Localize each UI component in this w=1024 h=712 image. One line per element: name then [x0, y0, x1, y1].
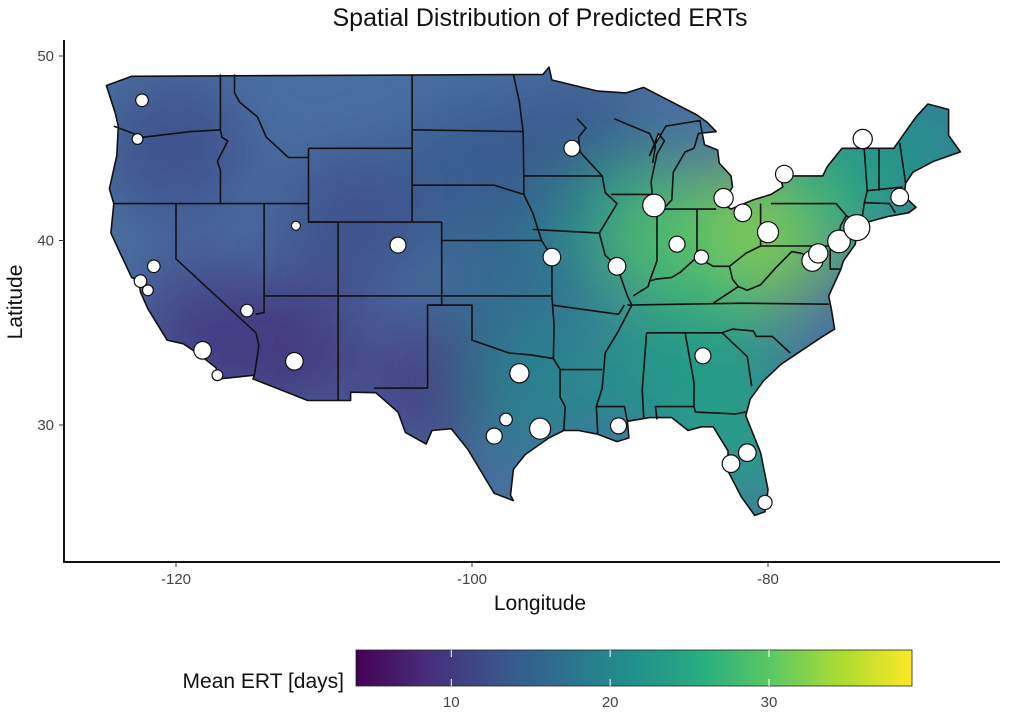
city-point: [528, 417, 552, 440]
x-tick-label: -80: [757, 571, 779, 588]
state-boundary: [412, 129, 524, 133]
state-boundary: [693, 406, 746, 415]
state-boundary: [596, 405, 629, 422]
state-boundary: [175, 203, 260, 376]
city-point: [843, 214, 871, 242]
city-point: [290, 220, 301, 231]
state-boundary: [649, 209, 698, 282]
city-point: [563, 139, 581, 157]
state-boundary: [113, 125, 221, 138]
city-point: [141, 284, 154, 297]
city-point: [542, 247, 562, 267]
city-point: [808, 243, 829, 264]
city-point: [733, 203, 753, 223]
city-point: [389, 236, 407, 254]
city-point: [193, 340, 213, 360]
state-boundary: [712, 250, 813, 304]
city-point: [713, 187, 734, 209]
state-boundary: [532, 228, 600, 234]
state-boundary: [646, 328, 791, 354]
ert-region: [461, 318, 602, 459]
city-point: [890, 187, 910, 207]
city-point: [211, 369, 224, 382]
city-point: [285, 351, 304, 371]
y-axis-title: Latitude: [4, 265, 27, 340]
city-point: [135, 93, 149, 108]
city-point: [737, 443, 757, 463]
state-boundary: [613, 117, 657, 164]
plot-axes: -120 -100 -80 30 40 50: [37, 40, 1000, 588]
colorbar-tick-label: 10: [443, 694, 460, 711]
state-boundary: [641, 332, 648, 418]
city-point: [131, 133, 144, 146]
y-tick-label: 50: [37, 48, 54, 65]
city-point: [827, 229, 851, 254]
city-point: [774, 164, 794, 184]
state-boundary: [627, 302, 829, 306]
city-point: [693, 249, 710, 265]
x-tick-label: -100: [457, 571, 487, 588]
city-point: [607, 256, 627, 276]
state-boundary: [829, 246, 841, 270]
state-boundary: [898, 142, 907, 184]
city-point: [240, 303, 254, 318]
colorbar-title: Mean ERT [days]: [183, 670, 344, 693]
chart-title: Spatial Distribution of Predicted ERTs: [332, 4, 747, 32]
state-boundary: [867, 186, 903, 192]
colorbar-tick-label: 30: [761, 694, 778, 711]
country-outline: [105, 66, 962, 517]
colorbar-tick-label: 20: [602, 694, 619, 711]
x-tick-label: -120: [161, 571, 191, 588]
state-boundary: [860, 148, 868, 225]
state-boundary: [233, 74, 309, 159]
city-point: [756, 221, 780, 244]
colorbar-gradient: [355, 649, 913, 687]
state-boundary: [427, 304, 554, 360]
city-point: [609, 417, 628, 435]
y-tick-label: 30: [37, 417, 54, 434]
ert-region: [106, 78, 246, 219]
city-point: [509, 363, 530, 384]
city-point: [852, 128, 873, 150]
city-point: [146, 259, 161, 274]
state-boundary: [728, 266, 740, 288]
city-point: [668, 235, 686, 253]
city-point: [694, 347, 712, 365]
state-boundary: [721, 332, 753, 387]
city-point: [485, 427, 503, 445]
city-point: [757, 494, 773, 511]
colorbar-legend: Mean ERT [days] 10 20 30: [183, 649, 913, 711]
state-boundary: [412, 184, 525, 196]
ert-region: [446, 207, 587, 348]
city-point: [642, 193, 666, 218]
state-boundary: [551, 304, 626, 316]
state-boundary: [255, 203, 265, 316]
y-tick-label: 40: [37, 233, 54, 250]
state-boundary: [864, 201, 896, 214]
map-area: [105, 66, 962, 517]
city-point: [133, 274, 148, 289]
city-point: [499, 412, 513, 427]
city-point: [721, 454, 741, 474]
x-axis-title: Longitude: [494, 592, 586, 615]
